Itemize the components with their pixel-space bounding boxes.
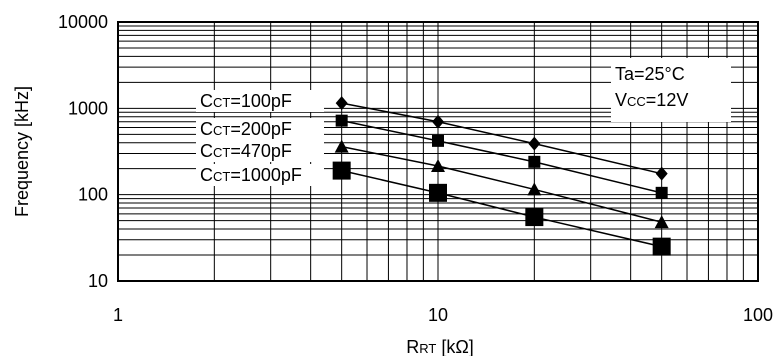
data-point — [332, 161, 351, 180]
data-point — [655, 186, 668, 199]
x-tick-label: 100 — [743, 305, 773, 325]
series-label-bg — [196, 164, 324, 186]
y-axis-title: Frequency [kHz] — [12, 86, 32, 217]
plot-frame — [117, 21, 759, 282]
series-lines — [341, 102, 662, 248]
y-tick-label: 100 — [78, 185, 108, 205]
data-point — [335, 114, 348, 127]
series-label-bg — [196, 118, 324, 140]
series-label: CCT=470pF — [200, 141, 292, 161]
y-tick-label: 10000 — [58, 12, 108, 32]
series-line — [341, 102, 662, 175]
y-tick-label: 10 — [88, 271, 108, 291]
data-point — [431, 158, 445, 172]
series-label: CCT=1000pF — [200, 165, 302, 185]
data-point — [334, 139, 349, 153]
axes — [117, 21, 759, 282]
data-point — [528, 155, 541, 168]
condition-label: VCC=12V — [615, 90, 688, 110]
data-point — [528, 136, 541, 151]
data-point — [432, 134, 444, 147]
data-point — [654, 215, 669, 229]
data-point — [525, 208, 544, 227]
series-label: CCT=100pF — [200, 91, 292, 111]
series-label-bg — [196, 90, 324, 112]
conditions-box — [611, 58, 731, 122]
series-line — [341, 119, 662, 194]
data-point — [527, 182, 542, 196]
series-line — [341, 145, 662, 223]
data-point — [655, 166, 668, 181]
series-label: CCT=200pF — [200, 119, 292, 139]
series-markers — [332, 96, 671, 256]
data-point — [652, 237, 671, 256]
data-point — [432, 114, 444, 129]
x-tick-label: 1 — [113, 305, 123, 325]
condition-label: Ta=25°C — [615, 64, 685, 84]
data-point — [335, 96, 348, 111]
x-axis-title: RRT [kΩ] — [406, 337, 474, 356]
series-label-bg — [196, 140, 324, 162]
y-tick-label: 1000 — [68, 98, 108, 118]
data-point — [429, 183, 447, 202]
series-line — [341, 169, 662, 248]
x-tick-label: 10 — [428, 305, 448, 325]
